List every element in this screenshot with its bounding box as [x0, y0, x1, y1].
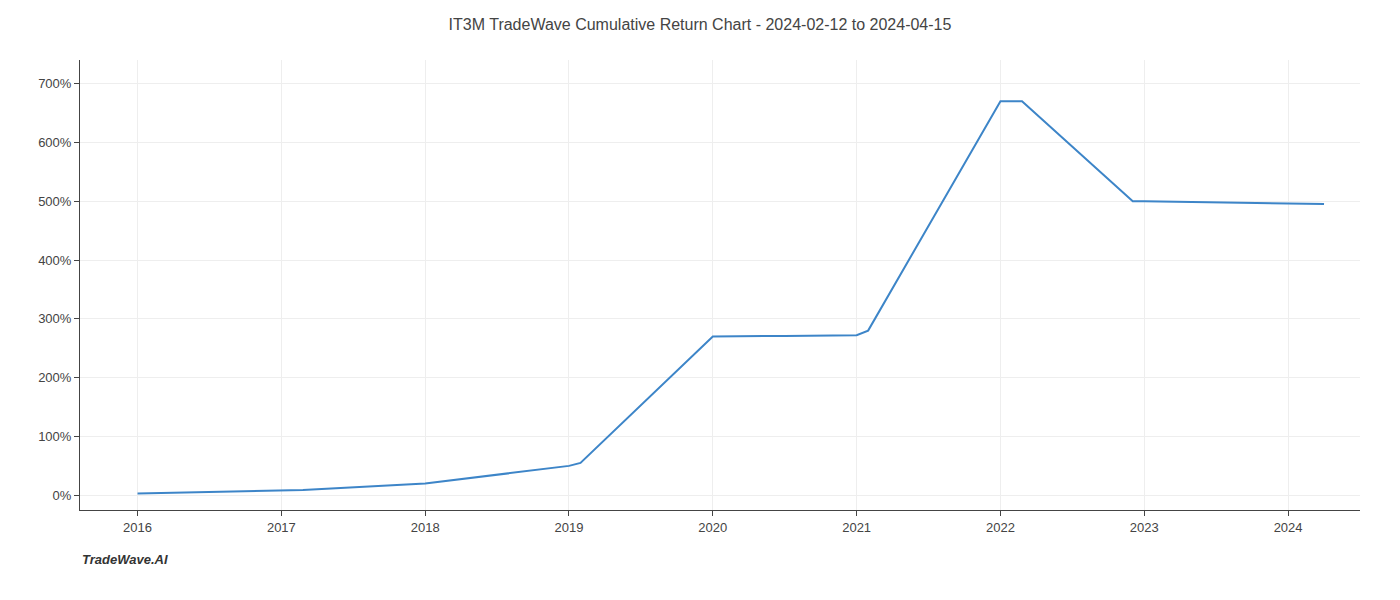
- svg-text:2023: 2023: [1130, 520, 1159, 535]
- svg-text:500%: 500%: [38, 194, 72, 209]
- svg-text:2017: 2017: [267, 520, 296, 535]
- svg-text:700%: 700%: [38, 76, 72, 91]
- svg-text:2021: 2021: [842, 520, 871, 535]
- svg-text:200%: 200%: [38, 370, 72, 385]
- svg-text:2019: 2019: [555, 520, 584, 535]
- svg-text:2024: 2024: [1274, 520, 1303, 535]
- svg-text:IT3M TradeWave Cumulative Retu: IT3M TradeWave Cumulative Return Chart -…: [449, 16, 952, 33]
- svg-text:2016: 2016: [123, 520, 152, 535]
- svg-text:400%: 400%: [38, 253, 72, 268]
- svg-text:600%: 600%: [38, 135, 72, 150]
- svg-text:TradeWave.AI: TradeWave.AI: [82, 552, 168, 567]
- svg-text:300%: 300%: [38, 311, 72, 326]
- svg-text:2020: 2020: [698, 520, 727, 535]
- svg-text:0%: 0%: [53, 488, 72, 503]
- svg-text:2018: 2018: [411, 520, 440, 535]
- svg-text:100%: 100%: [38, 429, 72, 444]
- svg-text:2022: 2022: [986, 520, 1015, 535]
